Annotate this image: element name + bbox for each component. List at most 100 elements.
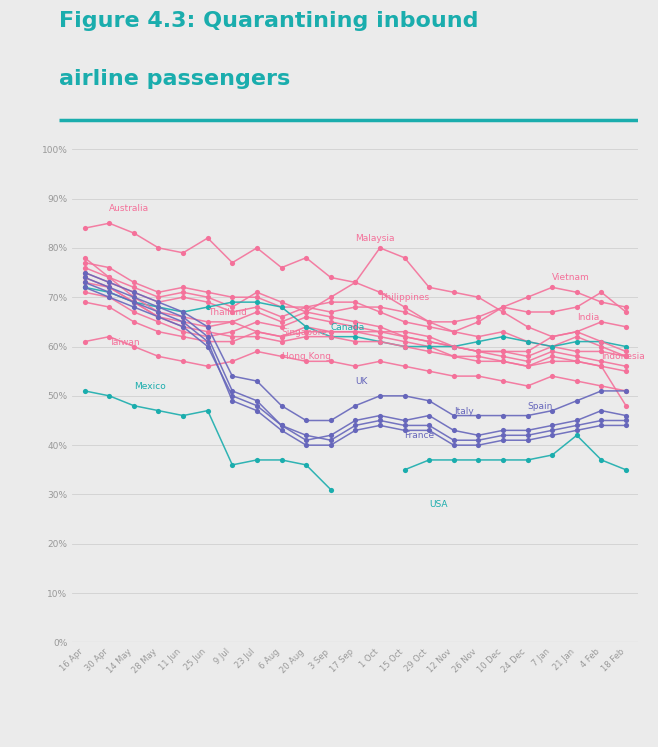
Point xyxy=(522,380,533,392)
Point xyxy=(227,390,238,402)
Point xyxy=(301,326,311,338)
Point xyxy=(251,286,262,298)
Text: USA: USA xyxy=(429,500,447,509)
Point xyxy=(497,424,508,436)
Point xyxy=(80,267,90,279)
Point xyxy=(374,306,385,318)
Point xyxy=(424,320,434,332)
Point xyxy=(350,320,361,332)
Point xyxy=(251,345,262,357)
Point xyxy=(473,345,484,357)
Point xyxy=(301,459,311,471)
Point xyxy=(596,415,607,427)
Point xyxy=(178,247,188,258)
Point xyxy=(449,286,459,298)
Point xyxy=(547,341,557,353)
Point xyxy=(399,326,410,338)
Point xyxy=(497,430,508,441)
Point xyxy=(326,430,336,441)
Point xyxy=(153,242,164,254)
Point xyxy=(424,424,434,436)
Point xyxy=(399,306,410,318)
Text: Spain: Spain xyxy=(528,402,553,411)
Point xyxy=(449,350,459,362)
Point xyxy=(276,420,287,432)
Point xyxy=(80,261,90,273)
Point xyxy=(424,365,434,377)
Point xyxy=(547,405,557,417)
Point xyxy=(449,370,459,382)
Point xyxy=(178,311,188,323)
Point xyxy=(276,335,287,347)
Point xyxy=(522,335,533,347)
Point xyxy=(227,395,238,407)
Point xyxy=(449,326,459,338)
Point xyxy=(424,341,434,353)
Point xyxy=(80,267,90,279)
Point xyxy=(104,282,114,294)
Point xyxy=(473,409,484,421)
Point xyxy=(572,286,582,298)
Point xyxy=(572,356,582,368)
Point xyxy=(374,356,385,368)
Point xyxy=(301,306,311,318)
Point xyxy=(522,434,533,446)
Point xyxy=(203,405,213,417)
Point xyxy=(374,320,385,332)
Point xyxy=(399,316,410,328)
Point xyxy=(153,301,164,313)
Point xyxy=(80,271,90,283)
Point xyxy=(178,306,188,318)
Text: Hong Kong: Hong Kong xyxy=(282,353,330,362)
Point xyxy=(153,316,164,328)
Point xyxy=(473,331,484,343)
Point xyxy=(572,350,582,362)
Point xyxy=(178,409,188,421)
Point xyxy=(350,335,361,347)
Point xyxy=(80,271,90,283)
Point xyxy=(251,306,262,318)
Point xyxy=(449,454,459,466)
Point xyxy=(350,296,361,308)
Point xyxy=(128,301,139,313)
Point xyxy=(424,395,434,407)
Point xyxy=(497,306,508,318)
Point xyxy=(473,350,484,362)
Point xyxy=(128,276,139,288)
Point xyxy=(374,409,385,421)
Point xyxy=(227,459,238,471)
Point xyxy=(104,390,114,402)
Text: Australia: Australia xyxy=(109,205,149,214)
Point xyxy=(350,276,361,288)
Point xyxy=(128,296,139,308)
Point xyxy=(178,286,188,298)
Text: Philippines: Philippines xyxy=(380,293,429,302)
Point xyxy=(203,320,213,332)
Point xyxy=(227,326,238,338)
Point xyxy=(620,360,631,372)
Point xyxy=(104,282,114,294)
Point xyxy=(473,439,484,451)
Point xyxy=(301,430,311,441)
Point xyxy=(80,282,90,294)
Point xyxy=(620,350,631,362)
Point xyxy=(227,257,238,269)
Point xyxy=(522,430,533,441)
Point xyxy=(128,306,139,318)
Point xyxy=(326,296,336,308)
Point xyxy=(572,424,582,436)
Point xyxy=(251,331,262,343)
Point xyxy=(251,301,262,313)
Point xyxy=(449,424,459,436)
Point xyxy=(227,335,238,347)
Point xyxy=(227,331,238,343)
Point xyxy=(473,430,484,441)
Point xyxy=(326,306,336,318)
Point xyxy=(473,345,484,357)
Point xyxy=(326,271,336,283)
Point xyxy=(251,454,262,466)
Point xyxy=(473,291,484,303)
Point xyxy=(522,424,533,436)
Point xyxy=(104,276,114,288)
Point xyxy=(424,282,434,294)
